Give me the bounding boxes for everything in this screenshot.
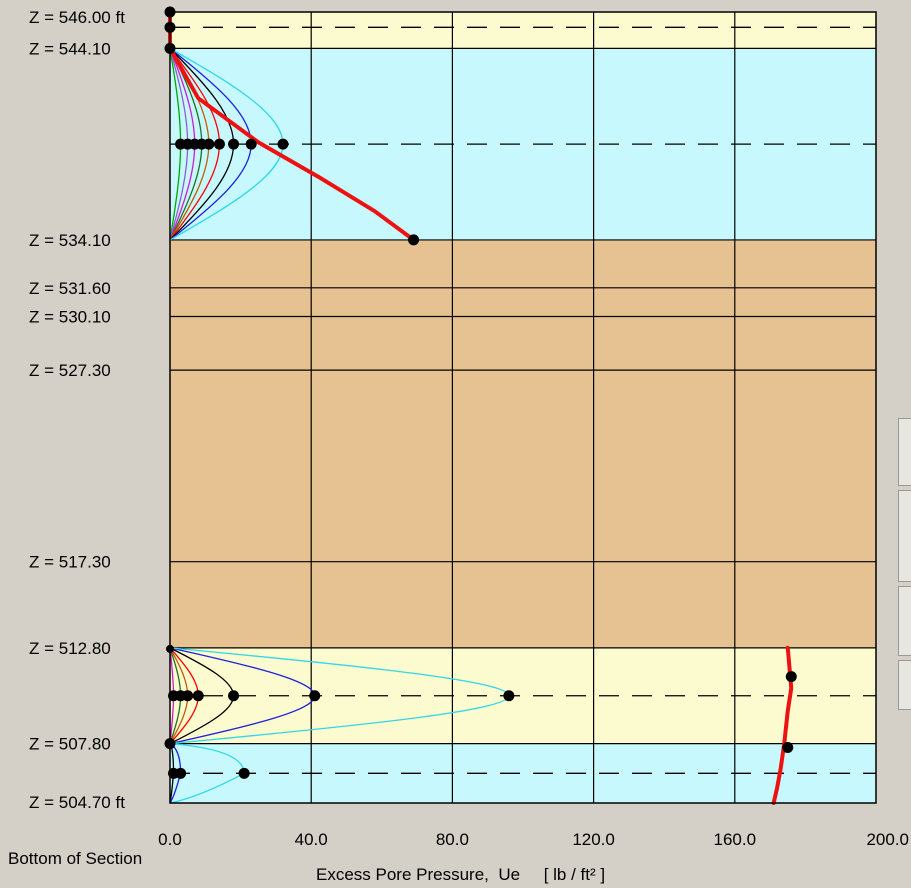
side-button-2[interactable] (898, 490, 911, 582)
z-label-1: Z = 544.10 (29, 39, 111, 58)
red-lower-marker-0 (785, 671, 797, 683)
z-label-5: Z = 527.30 (29, 361, 111, 380)
bottom-of-section-label: Bottom of Section (8, 849, 142, 868)
z-level-labels: Z = 546.00 ft Z = 544.10 Z = 534.10 Z = 531… (29, 8, 125, 812)
x-tick-label-4: 160.0 (714, 830, 757, 849)
bottom-sand-marker-2 (238, 767, 250, 779)
z-label-8: Z = 507.80 (29, 735, 111, 754)
top-clay-marker-8 (277, 138, 289, 150)
x-axis-label: Excess Pore Pressure, Ue [ lb / ft² ] (316, 865, 605, 884)
z-label-3: Z = 531.60 (29, 279, 111, 298)
top-clay-marker-7 (245, 138, 257, 150)
side-button-3[interactable] (898, 586, 911, 656)
x-tick-label-5: 200.0 (866, 830, 909, 849)
z-label-7: Z = 512.80 (29, 639, 111, 658)
x-tick-label-3: 120.0 (572, 830, 615, 849)
plot-frame (169, 11, 877, 804)
z-label-9: Z = 504.70 ft (29, 793, 125, 812)
soil-layer-0 (170, 12, 876, 49)
x-tick-label-0: 0.0 (158, 830, 182, 849)
bottom-clay-marker-2 (182, 690, 194, 702)
red-lower-marker-1 (782, 741, 794, 753)
side-button-4[interactable] (898, 660, 911, 710)
x-tick-label-2: 80.0 (436, 830, 469, 849)
red-profile-marker-3 (408, 234, 420, 246)
z-label-4: Z = 530.10 (29, 308, 111, 327)
bottom-sand-marker-1 (175, 767, 187, 779)
layer-boundaries (170, 47, 876, 745)
vertical-gridlines (310, 12, 736, 803)
top-clay-marker-6 (228, 138, 240, 150)
side-button-1[interactable] (898, 418, 911, 486)
z-label-0: Z = 546.00 ft (29, 8, 125, 27)
z-label-6: Z = 517.30 (29, 553, 111, 572)
z-label-2: Z = 534.10 (29, 231, 111, 250)
top-clay-marker-4 (203, 138, 215, 150)
top-clay-marker-5 (213, 138, 225, 150)
x-tick-labels: 0.0 40.0 80.0 120.0 160.0 200.0 (158, 830, 909, 849)
bottom-clay-marker-3 (192, 690, 204, 702)
bottom-clay-marker-6 (503, 690, 515, 702)
bottom-clay-marker-4 (228, 690, 240, 702)
soil-layer-2 (170, 239, 876, 648)
bottom-clay-marker-5 (309, 690, 321, 702)
soil-layers (170, 12, 876, 803)
x-tick-label-1: 40.0 (295, 830, 328, 849)
